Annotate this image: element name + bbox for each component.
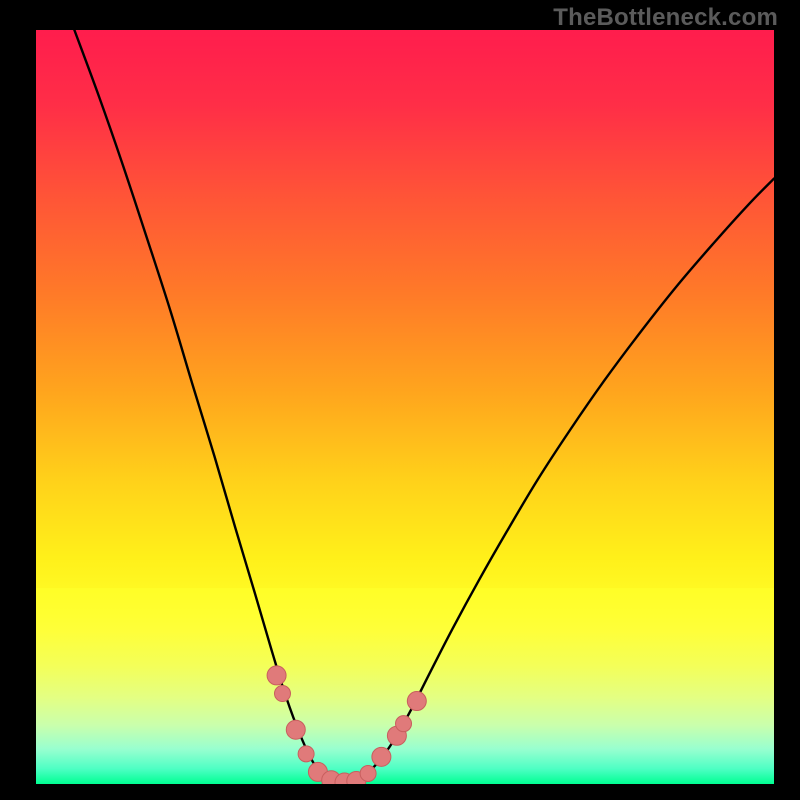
lower-band: [36, 588, 774, 784]
curve-marker: [396, 716, 412, 732]
curve-marker: [372, 747, 391, 766]
curve-marker: [360, 765, 376, 781]
bottleneck-curve-chart: [36, 30, 774, 784]
curve-marker: [407, 692, 426, 711]
chart-frame: TheBottleneck.com: [0, 0, 800, 800]
curve-marker: [274, 686, 290, 702]
curve-marker: [267, 666, 286, 685]
watermark-text: TheBottleneck.com: [553, 4, 778, 32]
plot-area: [36, 30, 774, 784]
curve-marker: [286, 720, 305, 739]
curve-marker: [298, 746, 314, 762]
